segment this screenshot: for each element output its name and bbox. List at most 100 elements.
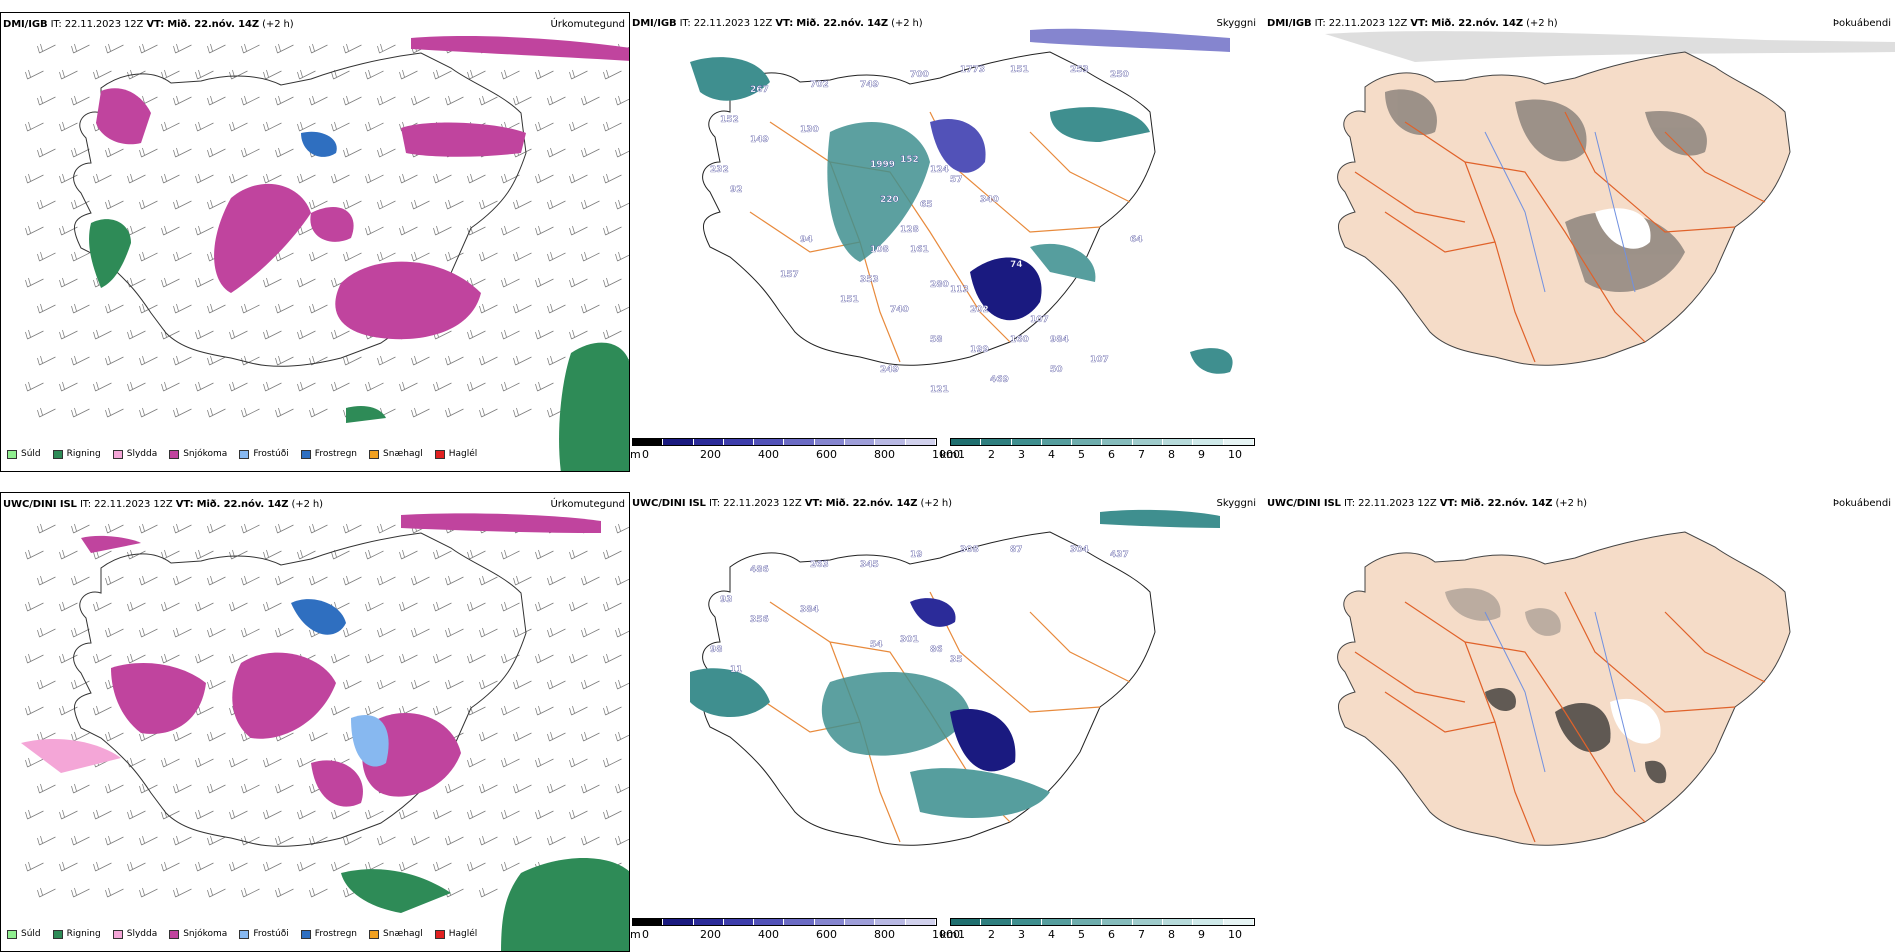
wind-barb (297, 861, 316, 872)
m-bar-step (784, 919, 815, 925)
wind-barb (603, 705, 622, 716)
wind-barb (535, 757, 554, 768)
wind-barb (603, 121, 622, 132)
visibility-value-label: 232 (710, 165, 729, 175)
wind-barb (195, 653, 214, 664)
wind-barb (25, 329, 44, 340)
visibility-value-label: 749 (860, 80, 879, 90)
wind-barb (25, 69, 44, 80)
legend-label: Rigning (66, 449, 101, 459)
visibility-value-label: 152 (720, 115, 739, 125)
wind-barb (37, 43, 56, 54)
wind-barb (37, 355, 56, 366)
wind-barb (275, 783, 294, 794)
km-bar-step (1072, 439, 1103, 445)
wind-barb (241, 303, 260, 314)
wind-barb (513, 95, 532, 106)
wind-barb (241, 627, 260, 638)
km-bar-step (1102, 919, 1133, 925)
wind-barb (377, 95, 396, 106)
wind-barb (445, 355, 464, 366)
visibility-value-label: 356 (750, 615, 769, 625)
wind-barb (501, 69, 520, 80)
panel-title: Úrkomutegund (550, 499, 625, 510)
wind-barb (275, 303, 294, 314)
wind-barb (139, 627, 158, 638)
wind-barb (241, 407, 260, 418)
wind-barb (365, 809, 384, 820)
km-tick-label: 2 (988, 928, 995, 941)
wind-barb (25, 121, 44, 132)
wind-barb (343, 523, 362, 534)
m-tick-label: 800 (874, 448, 895, 461)
wind-barb (377, 147, 396, 158)
wind-barb (173, 95, 192, 106)
wind-barb (139, 251, 158, 262)
wind-barb (365, 653, 384, 664)
visibility-value-label: 64 (1130, 235, 1143, 245)
wind-barb (229, 121, 248, 132)
wind-barb (513, 575, 532, 586)
wind-barb (581, 627, 600, 638)
wind-barb (71, 887, 90, 898)
wind-barb (275, 147, 294, 158)
wind-barb (59, 69, 78, 80)
km-bar-step (1072, 919, 1103, 925)
m-tick-label: 1000 (932, 928, 960, 941)
m-bar-step (754, 919, 785, 925)
wind-barb (263, 277, 282, 288)
panel-header: UWC/DINI ISL IT: 22.11.2023 12Z VT: Mið.… (3, 499, 323, 510)
wind-barb (93, 809, 112, 820)
wind-barb (263, 757, 282, 768)
wind-barb (581, 679, 600, 690)
wind-barb (173, 575, 192, 586)
wind-barb (139, 147, 158, 158)
wind-barb (309, 199, 328, 210)
wind-barb (343, 679, 362, 690)
legend-label: Snjókoma (183, 449, 228, 459)
wind-barb (309, 731, 328, 742)
wind-barb (547, 355, 566, 366)
km-bar-step (1041, 439, 1073, 445)
legend-item: Rigning (52, 929, 101, 939)
wind-barb (411, 251, 430, 262)
wind-barb (59, 329, 78, 340)
wind-barb (173, 303, 192, 314)
m-bar-step (814, 919, 846, 925)
wind-barb (445, 783, 464, 794)
km-bar-step (1132, 919, 1164, 925)
wind-barb (275, 407, 294, 418)
wind-barb (275, 835, 294, 846)
wind-barb (603, 601, 622, 612)
visibility-value-label: 151 (840, 295, 859, 305)
wind-barb (161, 381, 180, 392)
visibility-value-label: 92 (730, 185, 743, 195)
wind-barb (59, 121, 78, 132)
wind-barb (37, 523, 56, 534)
wind-barb (615, 575, 629, 586)
wind-barb (37, 627, 56, 638)
wind-barb (37, 199, 56, 210)
legend-label: Súld (21, 449, 41, 459)
wind-barb (513, 407, 532, 418)
legend-label: Haglél (448, 929, 478, 939)
wind-barb (207, 679, 226, 690)
km-unit: km (940, 448, 958, 461)
legend-label: Súld (21, 929, 41, 939)
legend-item: Haglél (434, 929, 478, 939)
panel-header: DMI/IGB IT: 22.11.2023 12Z VT: Mið. 22.n… (3, 19, 294, 30)
m-bar-step (723, 439, 755, 445)
m-bar (632, 918, 937, 926)
wind-barb (535, 705, 554, 716)
wind-barb (399, 549, 418, 560)
wind-barb (25, 705, 44, 716)
wind-barb (331, 653, 350, 664)
panel-header: UWC/DINI ISL IT: 22.11.2023 12Z VT: Mið.… (1267, 498, 1587, 509)
wind-barb (241, 887, 260, 898)
wind-barb (433, 861, 452, 872)
panel-header: DMI/IGB IT: 22.11.2023 12Z VT: Mið. 22.n… (632, 18, 923, 29)
wind-barb (105, 783, 124, 794)
legend-label: Snæhagl (383, 449, 423, 459)
wind-barb (377, 251, 396, 262)
wind-barb (263, 173, 282, 184)
